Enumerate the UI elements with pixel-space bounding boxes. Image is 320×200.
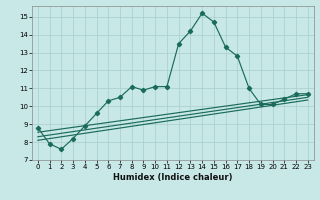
X-axis label: Humidex (Indice chaleur): Humidex (Indice chaleur) bbox=[113, 173, 233, 182]
